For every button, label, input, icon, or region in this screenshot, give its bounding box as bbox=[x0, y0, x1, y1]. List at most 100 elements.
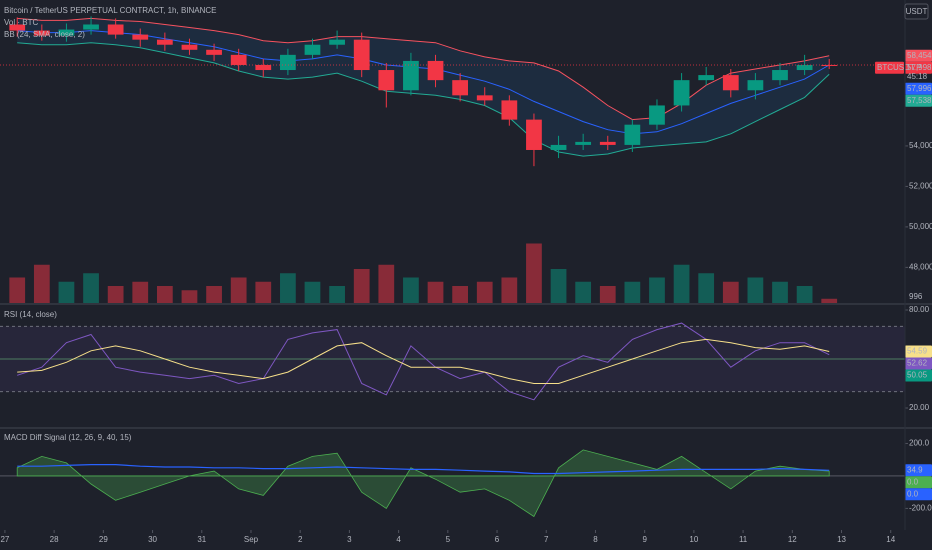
volume-bar bbox=[58, 281, 75, 303]
y-tick-label: 50,000.0 bbox=[909, 222, 932, 231]
candle bbox=[476, 87, 493, 106]
candle-body bbox=[649, 105, 665, 125]
candle-body bbox=[403, 60, 419, 91]
price-label-box bbox=[905, 49, 932, 62]
rsi-line bbox=[17, 322, 830, 401]
candle-body bbox=[255, 64, 272, 71]
candle-body bbox=[83, 24, 99, 30]
candle bbox=[329, 30, 345, 49]
candle bbox=[722, 69, 739, 98]
candle-body bbox=[132, 34, 149, 40]
volume-bar bbox=[33, 264, 50, 303]
volume-bar bbox=[698, 273, 715, 303]
candle bbox=[821, 58, 838, 70]
y-tick-label: 52,000.0 bbox=[909, 182, 932, 191]
volume-bar bbox=[378, 264, 395, 303]
candle-body bbox=[698, 75, 715, 81]
candle bbox=[304, 38, 321, 59]
legend-bb: BB (24, SMA, close, 2) bbox=[4, 30, 85, 39]
candle-body bbox=[378, 70, 395, 91]
countdown: 45:18 bbox=[907, 72, 928, 81]
volume-bar bbox=[9, 277, 26, 303]
volume-bar bbox=[304, 281, 321, 303]
y-tick-label: 80.00 bbox=[909, 305, 930, 314]
candle-body bbox=[624, 124, 641, 145]
x-tick-label: 8 bbox=[593, 535, 598, 544]
volume-bar bbox=[722, 281, 739, 303]
candle bbox=[526, 113, 542, 167]
price-label-box bbox=[905, 369, 932, 382]
price-label: 50.05 bbox=[907, 371, 928, 380]
candle bbox=[9, 17, 26, 37]
x-tick-label: 5 bbox=[446, 535, 451, 544]
volume-bar bbox=[649, 277, 665, 303]
macd-title: MACD Diff Signal (12, 26, 9, 40, 15) bbox=[4, 433, 132, 442]
candle bbox=[280, 48, 296, 76]
candle bbox=[181, 38, 198, 55]
candle-body bbox=[575, 141, 592, 145]
candle bbox=[427, 54, 444, 88]
price-label-box bbox=[905, 488, 932, 501]
candle bbox=[452, 73, 469, 102]
x-tick-label: 10 bbox=[689, 535, 698, 544]
x-tick-label: 9 bbox=[642, 535, 647, 544]
price-label-box bbox=[905, 94, 932, 107]
candle-body bbox=[181, 44, 198, 50]
bb-line bbox=[17, 30, 830, 135]
x-tick-label: 4 bbox=[396, 535, 401, 544]
x-tick-label: 6 bbox=[495, 535, 500, 544]
volume-last-label: 996 bbox=[909, 292, 923, 301]
price-label-box bbox=[905, 464, 932, 477]
volume-bar bbox=[821, 298, 838, 303]
candle bbox=[624, 119, 641, 153]
candle bbox=[156, 32, 173, 51]
y-tick-label: 48,000.0 bbox=[909, 262, 932, 271]
candle-body bbox=[747, 80, 764, 91]
candle-body bbox=[329, 39, 345, 45]
x-tick-label: 30 bbox=[148, 535, 157, 544]
price-label-box bbox=[905, 82, 932, 95]
plot-layer: 996 54,000.0 52,000.0 50,000.0 48,000.0 58,45… bbox=[0, 16, 932, 544]
candle-body bbox=[796, 64, 813, 71]
candle bbox=[772, 62, 788, 86]
y-tick-label: 200.0 bbox=[909, 439, 930, 448]
candle-body bbox=[722, 75, 739, 91]
candle bbox=[83, 16, 99, 35]
price-label: 52.62 bbox=[907, 359, 928, 368]
candle bbox=[230, 48, 247, 72]
volume-bar bbox=[107, 286, 124, 303]
candle bbox=[58, 23, 75, 42]
candle bbox=[206, 43, 222, 61]
candle-body bbox=[156, 39, 173, 45]
chart-title: Bitcoin / TetherUS PERPETUAL CONTRACT, 1… bbox=[4, 6, 217, 15]
volume-bar bbox=[280, 273, 296, 303]
rsi-title: RSI (14, close) bbox=[4, 310, 57, 319]
volume-bar bbox=[132, 281, 149, 303]
candle bbox=[33, 24, 50, 41]
volume-bar bbox=[575, 281, 592, 303]
volume-bar bbox=[353, 269, 370, 303]
volume-bar bbox=[673, 264, 690, 303]
x-tick-label: 28 bbox=[50, 535, 59, 544]
price-label: 57,538.0 bbox=[907, 96, 932, 105]
candle-body bbox=[550, 144, 567, 150]
bb-line bbox=[17, 42, 830, 157]
candle-body bbox=[526, 119, 542, 150]
candle-body bbox=[353, 39, 370, 71]
volume-bar bbox=[772, 281, 788, 303]
price-label-box bbox=[905, 61, 932, 74]
candle bbox=[599, 135, 616, 150]
currency-button[interactable] bbox=[904, 3, 929, 20]
currency-label[interactable]: USDT bbox=[906, 7, 928, 16]
price-label-box bbox=[905, 357, 932, 370]
price-label: 57,996.4 bbox=[907, 84, 932, 93]
candle bbox=[698, 66, 715, 86]
candle bbox=[255, 58, 272, 78]
volume-bar bbox=[255, 281, 272, 303]
candle-body bbox=[304, 44, 321, 55]
volume-bar bbox=[476, 281, 493, 303]
candle bbox=[107, 18, 124, 39]
volume-bar bbox=[550, 269, 567, 303]
candle bbox=[501, 95, 518, 126]
candle-body bbox=[501, 100, 518, 120]
